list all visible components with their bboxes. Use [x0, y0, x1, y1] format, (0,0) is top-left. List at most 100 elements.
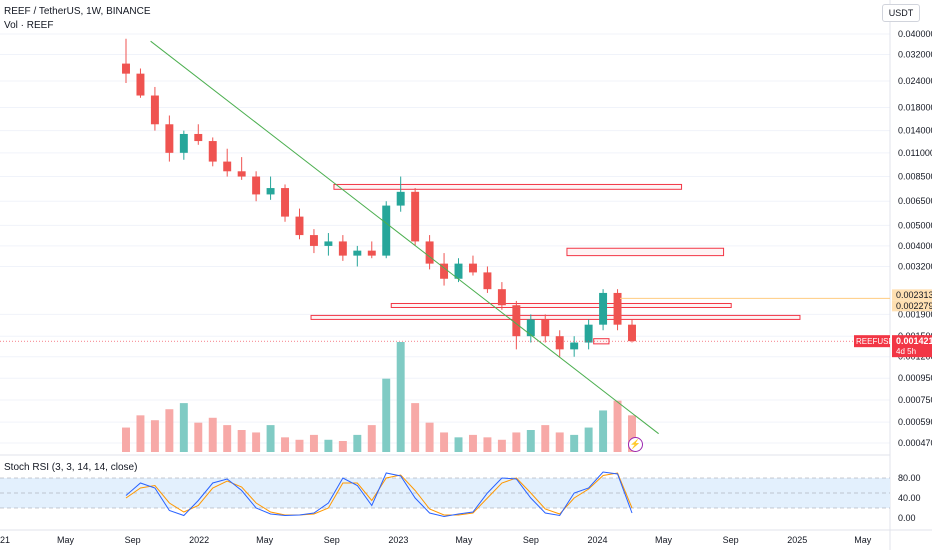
- candle-body: [570, 342, 579, 350]
- candle-body: [353, 250, 362, 256]
- price-tick-label: 0.008500: [898, 172, 932, 182]
- price-tick-label: 0.001900: [898, 309, 932, 319]
- price-tick-label: 0.005000: [898, 220, 932, 230]
- candle-body: [613, 292, 622, 325]
- price-axis[interactable]: 0.040000 0.032000 0.024000 0.018000 0.014000…: [898, 29, 932, 448]
- time-tick-label: 2024: [588, 535, 608, 545]
- price-tick-label: 0.018000: [898, 102, 932, 112]
- volume-bar: [526, 430, 535, 452]
- price-tick-label: 0.040000: [898, 29, 932, 39]
- currency-unit-button[interactable]: USDT: [882, 4, 920, 22]
- candle-body: [411, 191, 420, 242]
- stoch-tick-label: 40.00: [898, 493, 921, 503]
- trendline[interactable]: [0, 40, 890, 435]
- candle-body: [150, 95, 159, 125]
- volume-bar: [281, 437, 290, 452]
- zone-box: [566, 247, 725, 257]
- trendline-segment: [150, 40, 659, 435]
- candlestick-series: [122, 38, 636, 357]
- candle-body: [252, 176, 261, 195]
- price-tick-label: 0.000750: [898, 395, 932, 405]
- candle-body: [468, 263, 477, 273]
- candle-body: [237, 171, 246, 177]
- price-tick-label: 0.003200: [898, 261, 932, 271]
- volume-bar: [338, 441, 347, 452]
- time-tick-label: May: [256, 535, 274, 545]
- candle-body: [295, 216, 304, 236]
- zone-box: [310, 314, 801, 320]
- volume-bar: [613, 400, 622, 452]
- price-tick-label: 0.004000: [898, 241, 932, 251]
- stoch-k-line: [125, 471, 633, 518]
- volume-bar: [411, 403, 420, 452]
- zone-box: [333, 183, 683, 190]
- volume-bar: [309, 434, 318, 452]
- time-axis[interactable]: 2021 May Sep 2022 May Sep 2023 May Sep 2024 May Sep…: [0, 535, 872, 545]
- candle-body: [338, 241, 347, 256]
- last-price-tag: [892, 335, 932, 358]
- stoch-rsi-pane: 80.00 40.00 0.00: [0, 471, 921, 523]
- price-tick-label: 0.024000: [898, 76, 932, 86]
- candle-body: [497, 289, 506, 306]
- volume-bar: [584, 427, 593, 452]
- volume-legend: Vol · REEF: [4, 20, 54, 31]
- time-tick-label: May: [57, 535, 75, 545]
- volume-bar: [266, 425, 275, 452]
- time-tick-label: Sep: [324, 535, 340, 545]
- time-tick-label: 2025: [787, 535, 807, 545]
- chart-title: REEF / TetherUS, 1W, BINANCE: [4, 6, 151, 17]
- stoch-tick-label: 0.00: [898, 513, 916, 523]
- candle-body: [599, 292, 608, 325]
- candle-body: [165, 124, 174, 153]
- candle-body: [281, 188, 290, 217]
- volume-bar: [541, 425, 550, 452]
- candle-body: [396, 191, 405, 206]
- candle-body: [136, 73, 145, 96]
- flash-icon[interactable]: ⚡: [628, 437, 643, 452]
- volume-bar: [628, 415, 636, 452]
- volume-bar: [599, 410, 608, 452]
- volume-bar: [237, 430, 246, 452]
- candle-body: [367, 250, 376, 256]
- candle-body: [122, 63, 130, 74]
- volume-bars: [122, 342, 636, 452]
- volume-bar: [150, 420, 159, 452]
- zone-box: [390, 302, 732, 308]
- volume-bar: [440, 432, 449, 452]
- candle-body: [324, 241, 333, 246]
- stoch-tick-label: 80.00: [898, 473, 921, 483]
- stoch-rsi-legend: Stoch RSI (3, 3, 14, 14, close): [4, 462, 138, 473]
- volume-bar: [295, 439, 304, 452]
- candle-body: [628, 324, 636, 342]
- candle-body: [382, 205, 391, 256]
- candle-body: [440, 263, 449, 279]
- price-tick-label: 0.014000: [898, 126, 932, 136]
- candle-body: [541, 319, 550, 337]
- price-tick-label: 0.032000: [898, 50, 932, 60]
- volume-bar: [382, 378, 391, 452]
- volume-bar: [136, 415, 145, 452]
- volume-bar: [555, 432, 564, 452]
- volume-bar: [570, 434, 579, 452]
- volume-bar: [179, 403, 188, 452]
- countdown-text: 4d 5h: [896, 347, 916, 356]
- price-tick-label: 0.000950: [898, 373, 932, 383]
- volume-bar: [512, 432, 521, 452]
- level-tag-1-text: 0.002313: [896, 290, 932, 300]
- symbol-tag: [854, 335, 890, 348]
- zone-box: [593, 338, 610, 345]
- candle-body: [309, 235, 318, 246]
- candle-body: [425, 241, 434, 264]
- time-tick-label: Sep: [125, 535, 141, 545]
- symbol-tag-text: REEFUSDT: [856, 337, 899, 346]
- volume-bar: [324, 439, 333, 452]
- time-tick-label: 2022: [189, 535, 209, 545]
- volume-bar: [252, 432, 261, 452]
- volume-bar: [122, 427, 130, 452]
- volume-bar: [367, 425, 376, 452]
- resistance-zones[interactable]: [310, 183, 801, 345]
- candle-body: [483, 272, 492, 290]
- price-tick-label: 0.011000: [898, 148, 932, 158]
